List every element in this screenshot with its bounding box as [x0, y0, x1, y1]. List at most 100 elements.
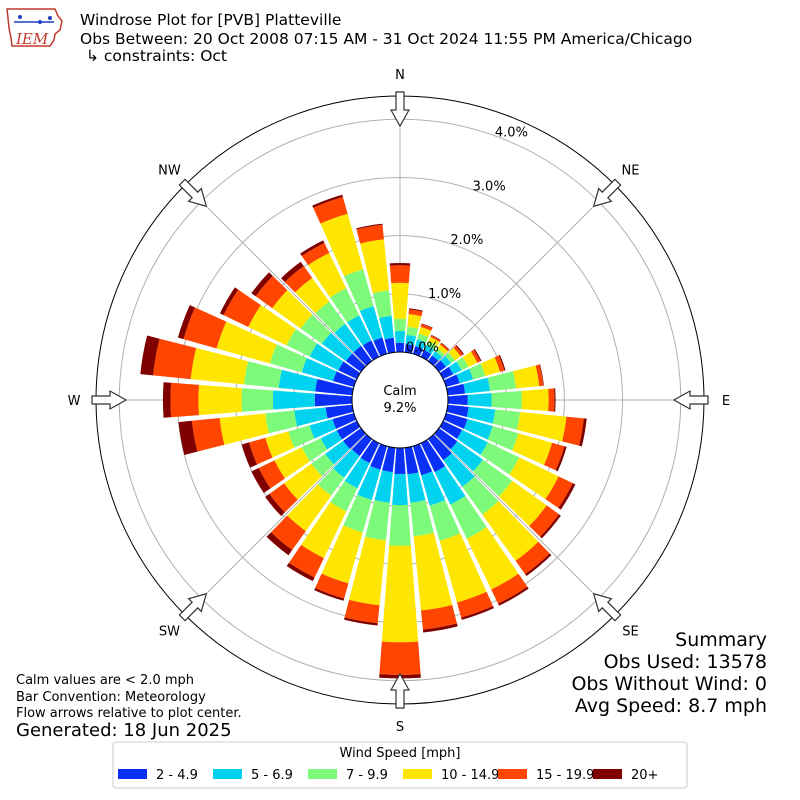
bar-segment: [437, 344, 448, 355]
bar-segment: [317, 468, 345, 496]
bar-segment: [300, 240, 325, 257]
bar-segment: [219, 413, 269, 445]
bar-segment: [394, 447, 406, 475]
bar-segment: [265, 431, 295, 458]
flow-arrow-icon: [592, 592, 622, 622]
bar-segment: [178, 420, 198, 455]
radial-gridline: [433, 184, 616, 367]
bar-segment: [404, 344, 414, 354]
logo-dot-1: [18, 15, 22, 19]
bar-segment: [315, 301, 346, 333]
bar-segment: [405, 334, 417, 346]
bar-segment: [535, 364, 544, 387]
bar-segment: [498, 480, 547, 527]
legend-label: 2 - 4.9: [156, 768, 198, 783]
bar-segment: [407, 472, 426, 503]
flow-arrow-shape: [672, 389, 709, 411]
bar-segment: [420, 324, 433, 331]
flow-arrow-shape: [178, 592, 208, 622]
bar-segment: [349, 536, 386, 606]
direction-label: NE: [622, 163, 640, 178]
bar-segment: [372, 290, 392, 318]
bar-segment: [453, 345, 464, 357]
bar-segment: [320, 213, 364, 277]
legend-swatch: [308, 769, 337, 779]
summary-obs-used: Obs Used: 13578: [604, 651, 767, 673]
bar-segment: [513, 365, 540, 389]
bar-segment: [462, 351, 478, 368]
legend-swatch: [118, 769, 147, 779]
bar-segment: [248, 305, 296, 346]
bar-segment: [311, 453, 335, 477]
bar-segment: [343, 428, 366, 449]
bar-segment: [284, 266, 313, 293]
bar-segment: [463, 377, 491, 394]
bar-segment: [381, 545, 419, 643]
bar-segment: [521, 388, 549, 412]
chart-subtitle: Obs Between: 20 Oct 2008 07:15 AM - 31 O…: [80, 30, 692, 48]
bar-segment: [439, 366, 454, 380]
bar-segment: [344, 269, 374, 312]
bar-segment: [482, 500, 539, 561]
bar-segment: [198, 384, 242, 416]
bar-segment: [543, 442, 565, 471]
chart-title: Windrose Plot for [PVB] Platteville: [80, 11, 341, 29]
bar-segment: [278, 369, 318, 392]
logo-dot-2: [38, 20, 42, 24]
bar-segment: [344, 457, 370, 489]
bar-segment: [301, 502, 347, 559]
bar-segment: [428, 355, 439, 366]
bar-segment: [516, 411, 567, 442]
bar-segment: [265, 493, 285, 517]
bar-segment: [467, 393, 492, 407]
bar-segment: [473, 349, 482, 362]
bar-segment: [456, 357, 469, 371]
flow-arrow-shape: [91, 389, 128, 411]
logo-dot-3: [48, 16, 52, 20]
bar-segment: [344, 599, 380, 624]
bar-segment: [360, 239, 390, 294]
bar-segment: [382, 446, 396, 473]
bar-segment: [183, 307, 227, 349]
bar-segment: [241, 388, 274, 412]
note-convention: Bar Convention: Meteorology: [16, 690, 206, 705]
bar-segment: [321, 525, 363, 584]
bar-segment: [443, 412, 468, 429]
bar-segment: [359, 306, 383, 341]
bar-segment: [243, 361, 282, 388]
bar-segment: [360, 439, 380, 464]
summary-obs-without-wind: Obs Without Wind: 0: [571, 673, 767, 695]
bar-segment: [463, 418, 493, 440]
bar-segment: [487, 371, 517, 392]
bar-segment: [440, 355, 452, 367]
direction-label: W: [68, 394, 81, 409]
bar-segment: [558, 483, 576, 510]
bar-segment: [404, 446, 419, 475]
radial-tick-label: 0.0%: [406, 341, 439, 356]
bar-segment: [498, 354, 506, 371]
calm-circle: [351, 351, 449, 449]
bar-segment: [529, 505, 559, 537]
bar-segment: [265, 410, 298, 434]
bar-segment: [470, 349, 481, 363]
flow-arrow-icon: [91, 389, 128, 411]
bar-segment: [434, 466, 466, 505]
iem-logo: IEM: [6, 8, 63, 48]
calm-label: Calm: [383, 384, 416, 399]
flow-arrow-icon: [178, 592, 208, 622]
summary-avg-speed: Avg Speed: 8.7 mph: [575, 695, 767, 717]
legend-swatch: [593, 769, 622, 779]
bar-segment: [480, 357, 500, 376]
bar-segment: [412, 443, 433, 476]
bar-segment: [469, 363, 486, 380]
bar-segment: [554, 388, 556, 412]
bar-segment: [374, 470, 393, 503]
bar-segment: [177, 305, 196, 340]
bar-segment: [418, 326, 432, 338]
bar-segment: [428, 336, 440, 346]
bar-segment: [440, 342, 450, 350]
bar-segment: [407, 314, 422, 329]
bar-segment: [450, 441, 483, 472]
bar-segment: [272, 290, 313, 329]
bar-segment: [448, 347, 461, 361]
